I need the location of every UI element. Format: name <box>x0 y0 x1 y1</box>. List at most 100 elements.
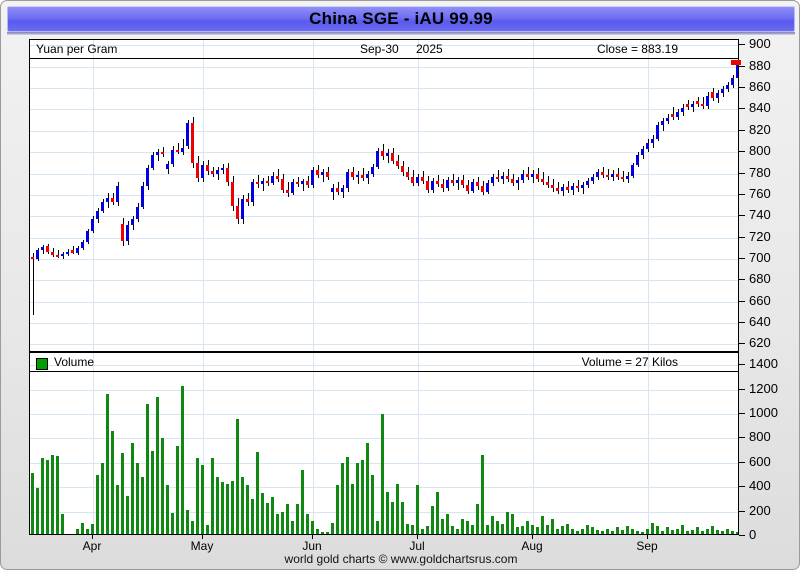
candle-body-up <box>386 153 389 157</box>
price-panel[interactable]: Yuan per Gram Sep-30 2025 Close = 883.19 <box>29 39 739 352</box>
volume-bar <box>736 531 738 534</box>
candle-body-up <box>311 170 314 186</box>
tick-dash <box>739 193 745 195</box>
price-gridline <box>30 280 738 281</box>
candle-body-up <box>116 186 119 203</box>
candle-wick <box>303 178 304 191</box>
candle-body-down <box>196 162 199 178</box>
candle-wick <box>33 252 34 315</box>
price-gridline <box>30 259 738 260</box>
candle-body-down <box>566 187 569 190</box>
volume-bar <box>466 521 469 534</box>
volume-gridline <box>30 438 738 439</box>
candle-body-up <box>531 173 534 177</box>
volume-bar <box>116 484 119 534</box>
price-gridline <box>30 131 738 132</box>
candle-body-up <box>561 187 564 191</box>
candle-body-down <box>506 175 509 179</box>
volume-bar <box>241 477 244 534</box>
candle-body-down <box>496 176 499 179</box>
candle-body-down <box>111 198 114 203</box>
volume-bar <box>666 527 669 534</box>
volume-bar <box>76 528 79 534</box>
candle-body-up <box>651 139 654 143</box>
volume-bar <box>416 484 419 534</box>
volume-bar <box>616 527 619 534</box>
candle-body-down <box>391 153 394 161</box>
volume-bar <box>306 514 309 534</box>
volume-bar <box>516 527 519 534</box>
volume-bar <box>681 525 684 534</box>
volume-bar <box>406 523 409 534</box>
volume-axis-tick-label: 800 <box>749 428 771 444</box>
volume-bar <box>361 460 364 534</box>
volume-bar <box>291 521 294 534</box>
volume-bar <box>231 481 234 534</box>
candle-wick <box>623 171 624 183</box>
volume-axis: 0 200 400 600 800 1000 1200 1400 <box>739 352 800 541</box>
candle-body-up <box>186 123 189 146</box>
tick-dash <box>739 388 745 390</box>
volume-bar <box>701 531 704 534</box>
candle-wick <box>323 169 324 183</box>
candle-body-up <box>376 151 379 168</box>
volume-bar <box>276 514 279 534</box>
volume-bar <box>621 529 624 534</box>
volume-bar <box>141 477 144 534</box>
candle-body-up <box>626 175 629 179</box>
candle-body-up <box>691 104 694 108</box>
volume-plot-area[interactable] <box>30 353 738 534</box>
volume-bar <box>281 511 284 534</box>
price-gridline <box>30 238 738 239</box>
candle-body-up <box>726 84 729 90</box>
volume-gridline <box>30 487 738 488</box>
month-gridline <box>203 353 204 534</box>
volume-bar <box>36 488 39 534</box>
volume-bar <box>451 526 454 534</box>
candle-body-down <box>396 160 399 167</box>
candle-body-up <box>666 117 669 122</box>
volume-bar <box>136 462 139 534</box>
tick-dash <box>739 363 745 365</box>
month-gridline <box>203 40 204 351</box>
volume-bar <box>96 475 99 534</box>
candle-body-down <box>606 174 609 177</box>
volume-bar <box>591 527 594 534</box>
volume-bar <box>56 456 59 534</box>
volume-bar <box>556 528 559 534</box>
price-plot-area[interactable] <box>30 40 738 351</box>
volume-bar <box>316 528 319 534</box>
candle-wick <box>218 167 219 180</box>
tick-dash <box>739 321 745 323</box>
candle-body-up <box>631 164 634 176</box>
volume-bar <box>631 528 634 534</box>
volume-bar <box>196 457 199 534</box>
date-axis-tick-label: May <box>190 539 214 553</box>
candle-body-up <box>61 253 64 256</box>
candle-body-up <box>656 125 659 140</box>
candle-body-up <box>141 186 144 207</box>
price-axis-tick-label: 780 <box>749 164 771 180</box>
volume-bar <box>421 528 424 534</box>
volume-bar <box>251 499 254 534</box>
volume-bar <box>541 516 544 534</box>
volume-bar <box>551 518 554 534</box>
candle-body-up <box>96 210 99 220</box>
candle-body-down <box>191 123 194 163</box>
volume-bar <box>531 525 534 534</box>
volume-bar <box>546 525 549 534</box>
price-gridline <box>30 174 738 175</box>
volume-bar <box>31 472 34 534</box>
volume-bar <box>381 414 384 534</box>
tick-dash <box>739 461 745 463</box>
volume-bar <box>151 450 154 534</box>
volume-gridline <box>30 463 738 464</box>
candle-body-down <box>406 172 409 177</box>
candle-body-up <box>356 174 359 177</box>
volume-bar <box>296 504 299 534</box>
candle-body-down <box>51 251 54 255</box>
tick-dash <box>739 534 745 536</box>
candle-body-up <box>156 152 159 156</box>
candle-wick <box>58 250 59 258</box>
volume-panel[interactable]: Volume Volume = 27 Kilos <box>29 352 739 535</box>
